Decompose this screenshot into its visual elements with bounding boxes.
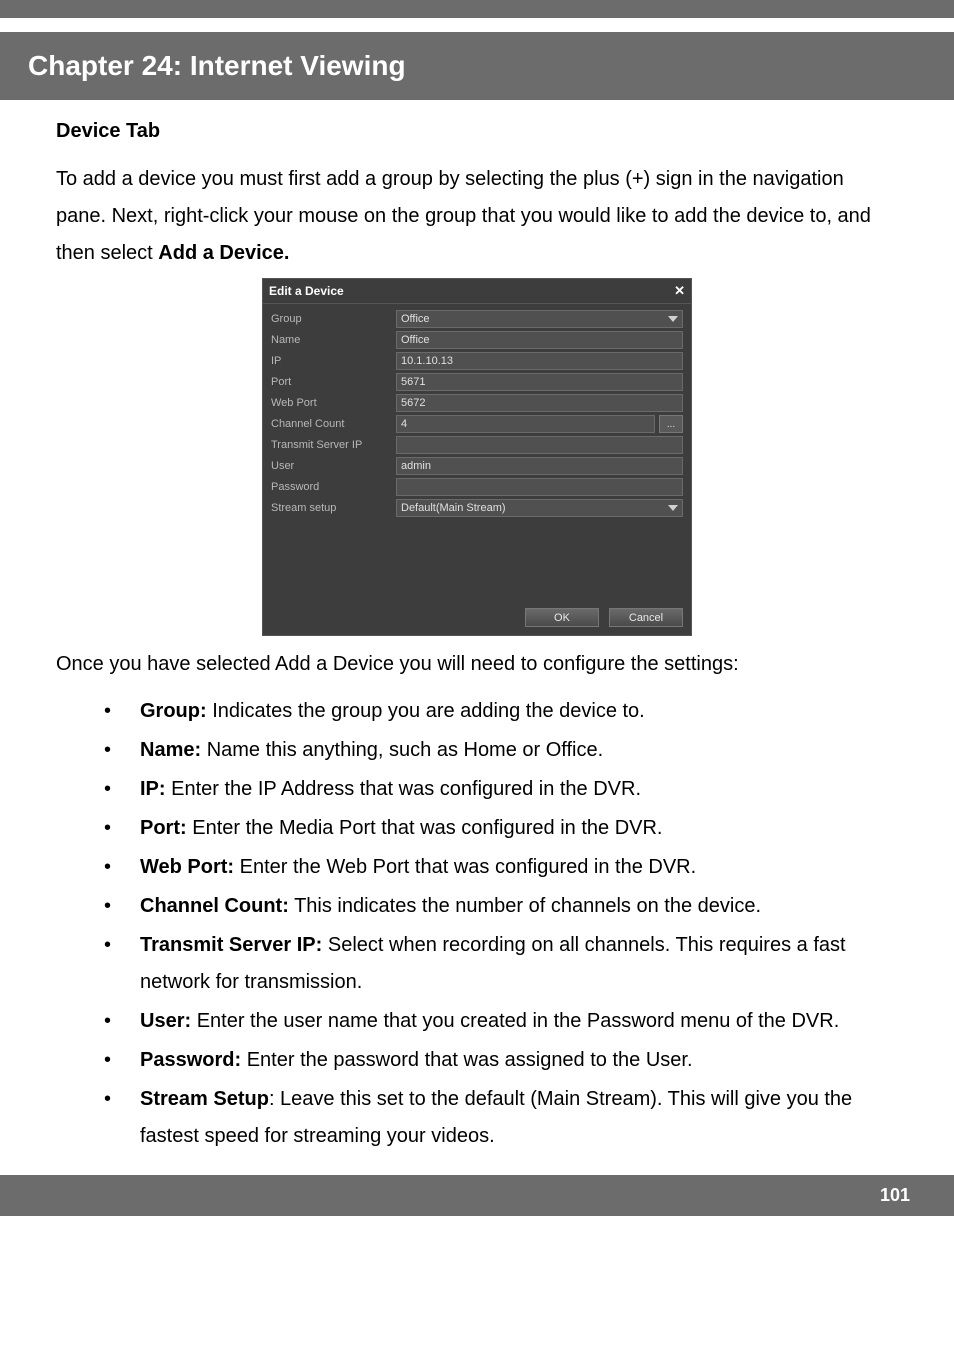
label-ip: IP [271, 355, 396, 367]
list-item: Transmit Server IP: Select when recordin… [104, 927, 898, 1001]
chapter-title: Chapter 24: Internet Viewing [0, 32, 954, 100]
bullet-list: Group: Indicates the group you are addin… [56, 693, 898, 1155]
bullet-text: Enter the Web Port that was configured i… [234, 856, 696, 878]
after-dialog-paragraph: Once you have selected Add a Device you … [56, 646, 898, 683]
bullet-bold: Port: [140, 817, 187, 839]
dialog-titlebar: Edit a Device ✕ [263, 279, 691, 304]
chevron-down-icon [668, 316, 678, 322]
intro-bold: Add a Device. [158, 242, 289, 264]
chcount-ellipsis-button[interactable]: ... [659, 415, 683, 433]
select-stream[interactable]: Default(Main Stream) [396, 499, 683, 517]
list-item: Password: Enter the password that was as… [104, 1042, 898, 1079]
input-port[interactable]: 5671 [396, 373, 683, 391]
input-port-value: 5671 [401, 376, 425, 388]
label-webport: Web Port [271, 397, 396, 409]
bullet-bold: Stream Setup [140, 1088, 269, 1110]
list-item: Port: Enter the Media Port that was conf… [104, 810, 898, 847]
bullet-bold: Channel Count: [140, 895, 289, 917]
input-name-value: Office [401, 334, 430, 346]
list-item: Name: Name this anything, such as Home o… [104, 732, 898, 769]
bullet-bold: IP: [140, 778, 166, 800]
label-chcount: Channel Count [271, 418, 396, 430]
label-tserver: Transmit Server IP [271, 439, 396, 451]
row-port: Port 5671 [271, 373, 683, 391]
dialog-wrapper: Edit a Device ✕ Group Office Name Office [56, 278, 898, 636]
input-user-value: admin [401, 460, 431, 472]
label-group: Group [271, 313, 396, 325]
list-item: Channel Count: This indicates the number… [104, 888, 898, 925]
label-user: User [271, 460, 396, 472]
dialog-buttons: OK Cancel [263, 602, 691, 635]
input-password[interactable] [396, 478, 683, 496]
list-item: User: Enter the user name that you creat… [104, 1003, 898, 1040]
input-chcount[interactable]: 4 [396, 415, 655, 433]
row-group: Group Office [271, 310, 683, 328]
bullet-bold: Password: [140, 1049, 241, 1071]
dialog-body: Group Office Name Office IP 10.1.10.13 [263, 304, 691, 602]
input-chcount-value: 4 [401, 418, 407, 430]
select-group[interactable]: Office [396, 310, 683, 328]
close-icon[interactable]: ✕ [674, 283, 685, 299]
dialog-title-text: Edit a Device [269, 284, 344, 298]
input-webport[interactable]: 5672 [396, 394, 683, 412]
content-area: Device Tab To add a device you must firs… [0, 100, 954, 1167]
label-password: Password [271, 481, 396, 493]
section-title: Device Tab [56, 120, 898, 143]
cancel-button[interactable]: Cancel [609, 608, 683, 627]
edit-device-dialog: Edit a Device ✕ Group Office Name Office [262, 278, 692, 636]
row-tserver: Transmit Server IP [271, 436, 683, 454]
chevron-down-icon [668, 505, 678, 511]
input-name[interactable]: Office [396, 331, 683, 349]
bullet-text: Name this anything, such as Home or Offi… [201, 739, 603, 761]
page-footer: 101 [0, 1175, 954, 1216]
row-ip: IP 10.1.10.13 [271, 352, 683, 370]
row-webport: Web Port 5672 [271, 394, 683, 412]
bullet-bold: Web Port: [140, 856, 234, 878]
label-name: Name [271, 334, 396, 346]
list-item: Web Port: Enter the Web Port that was co… [104, 849, 898, 886]
row-user: User admin [271, 457, 683, 475]
select-group-value: Office [401, 313, 430, 325]
bullet-bold: User: [140, 1010, 191, 1032]
list-item: IP: Enter the IP Address that was config… [104, 771, 898, 808]
row-password: Password [271, 478, 683, 496]
input-ip[interactable]: 10.1.10.13 [396, 352, 683, 370]
input-tserver[interactable] [396, 436, 683, 454]
select-stream-value: Default(Main Stream) [401, 502, 506, 514]
bullet-bold: Name: [140, 739, 201, 761]
label-port: Port [271, 376, 396, 388]
top-bar [0, 0, 954, 18]
input-ip-value: 10.1.10.13 [401, 355, 453, 367]
bullet-text: This indicates the number of channels on… [289, 895, 761, 917]
list-item: Stream Setup: Leave this set to the defa… [104, 1081, 898, 1155]
bullet-text: Enter the password that was assigned to … [241, 1049, 692, 1071]
row-chcount: Channel Count 4 ... [271, 415, 683, 433]
bullet-text: Indicates the group you are adding the d… [207, 700, 645, 722]
row-stream: Stream setup Default(Main Stream) [271, 499, 683, 517]
label-stream: Stream setup [271, 502, 396, 514]
bullet-text: Enter the user name that you created in … [191, 1010, 839, 1032]
input-webport-value: 5672 [401, 397, 425, 409]
row-name: Name Office [271, 331, 683, 349]
input-user[interactable]: admin [396, 457, 683, 475]
list-item: Group: Indicates the group you are addin… [104, 693, 898, 730]
dialog-spacer [271, 520, 683, 598]
bullet-bold: Transmit Server IP: [140, 934, 322, 956]
bullet-text: Enter the Media Port that was configured… [187, 817, 663, 839]
intro-paragraph: To add a device you must first add a gro… [56, 161, 898, 272]
page-number: 101 [880, 1185, 910, 1205]
ok-button[interactable]: OK [525, 608, 599, 627]
bullet-text: Enter the IP Address that was configured… [166, 778, 641, 800]
bullet-bold: Group: [140, 700, 207, 722]
